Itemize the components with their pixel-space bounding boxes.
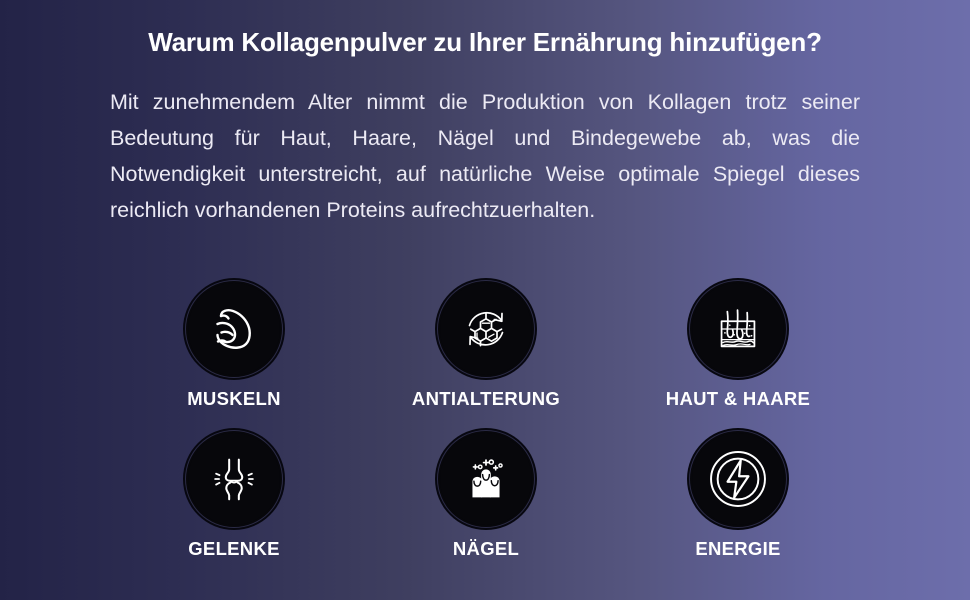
benefit-badge: [440, 283, 532, 375]
benefit-item-naegel: NÄGEL: [360, 433, 612, 583]
benefit-label: NÄGEL: [452, 538, 520, 559]
benefit-badge: [692, 433, 784, 525]
skin-hair-follicle-icon: [709, 300, 767, 358]
benefit-item-muskeln: MUSKELN: [108, 283, 360, 433]
benefit-grid: MUSKELN: [108, 283, 864, 583]
page-title: Warum Kollagenpulver zu Ihrer Ernährung …: [148, 27, 822, 57]
benefit-item-gelenke: GELENKE: [108, 433, 360, 583]
molecule-renewal-icon: [456, 299, 516, 359]
benefit-label: ANTIALTERUNG: [411, 388, 561, 409]
benefit-label: GELENKE: [188, 538, 280, 559]
benefit-badge: [188, 283, 280, 375]
benefit-label: ENERGIE: [695, 538, 781, 559]
knee-joint-icon: [205, 450, 263, 508]
lightning-bolt-icon: [705, 446, 771, 512]
benefit-item-haut-haare: HAUT & HAARE: [612, 283, 864, 433]
body-paragraph-text: Mit zunehmendem Alter nimmt die Produkti…: [110, 90, 860, 222]
benefit-label: HAUT & HAARE: [665, 388, 811, 409]
benefit-badge: [692, 283, 784, 375]
benefit-badge: [188, 433, 280, 525]
flexed-bicep-icon: [204, 299, 264, 359]
benefit-item-energie: ENERGIE: [612, 433, 864, 583]
body-paragraph: Mit zunehmendem Alter nimmt die Produkti…: [110, 84, 860, 228]
fingernails-sparkle-icon: [457, 450, 515, 508]
benefit-item-antialterung: ANTIALTERUNG: [360, 283, 612, 433]
benefit-badge: [440, 433, 532, 525]
benefit-label: MUSKELN: [187, 388, 281, 409]
